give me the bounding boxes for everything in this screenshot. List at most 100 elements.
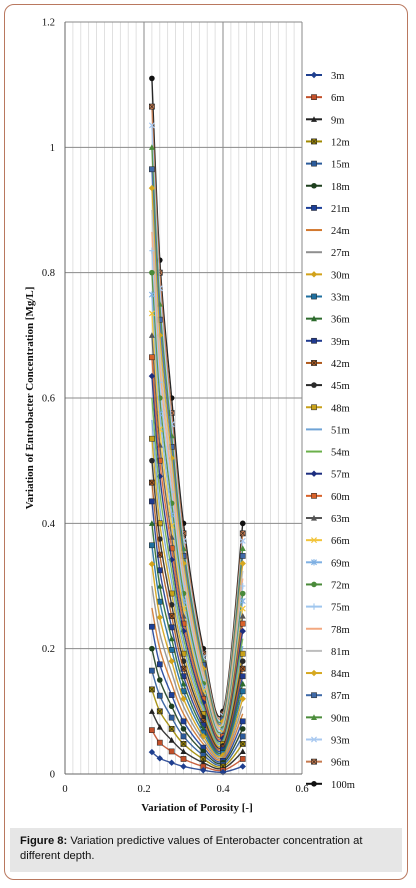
legend-label: 36m: [331, 315, 350, 326]
data-point: [239, 688, 246, 695]
legend-label: 51m: [331, 425, 350, 436]
data-point: [168, 725, 175, 732]
x-tick-label: 0.6: [295, 784, 308, 795]
legend-item: 15m: [306, 160, 350, 171]
data-point: [239, 620, 246, 627]
legend-item: 48m: [306, 403, 350, 414]
chart-legend: 3m 6m 9m 12m 15m 18m 21m 24m 27m 30m 33m 36m 39m 42m 4…: [306, 71, 355, 791]
data-point: [239, 530, 246, 537]
data-point: [239, 650, 246, 657]
data-point: [156, 614, 163, 621]
x-axis-title: Variation of Porosity [-]: [141, 802, 253, 814]
data-point: [180, 763, 187, 770]
legend-marker: [310, 271, 318, 278]
data-point: [148, 122, 155, 129]
data-point: [157, 677, 163, 683]
chart-axes: 0 0.2 0.4 0.6 0.8 1 1.2 0 0.2 0.4 0.6: [42, 18, 309, 796]
figure-caption: Figure 8: Variation predictive values of…: [10, 828, 402, 872]
legend-marker: [311, 182, 317, 189]
legend-item: 27m: [306, 248, 350, 259]
legend-marker: [311, 160, 317, 167]
legend-item: 60m: [306, 492, 350, 503]
data-point: [148, 310, 155, 317]
legend-label: 12m: [331, 137, 350, 148]
legend-marker: [311, 559, 317, 566]
data-point: [239, 763, 246, 770]
legend-label: 45m: [331, 381, 350, 392]
data-point: [149, 727, 155, 733]
x-tick-label: 0: [62, 784, 67, 795]
data-point: [156, 739, 163, 746]
legend-marker: [310, 537, 318, 544]
data-point: [239, 726, 246, 732]
legend-item: 39m: [306, 337, 350, 348]
legend-label: 100m: [331, 780, 355, 791]
legend-label: 3m: [331, 71, 344, 82]
y-tick-label: 0.4: [42, 519, 56, 530]
chart: 0 0.2 0.4 0.6 0.8 1 1.2 0 0.2 0.4 0.6 3m 6m 9m 12m 15m…: [24, 18, 355, 815]
y-tick-label: 0: [50, 770, 55, 781]
legend-item: 18m: [306, 182, 350, 193]
data-point: [239, 590, 246, 597]
data-point: [149, 269, 155, 276]
series-54m: [151, 397, 244, 744]
legend-label: 87m: [331, 691, 350, 702]
legend-label: 48m: [331, 403, 350, 414]
legend-marker: [311, 116, 317, 122]
legend-label: 60m: [331, 492, 350, 503]
data-point: [168, 556, 175, 563]
data-point: [148, 372, 156, 380]
data-point: [168, 692, 175, 698]
data-point: [239, 756, 246, 762]
legend-item: 87m: [306, 691, 350, 702]
legend-label: 9m: [331, 115, 344, 126]
legend-item: 6m: [306, 93, 344, 104]
legend-label: 30m: [331, 270, 350, 281]
data-point: [180, 733, 187, 740]
data-point: [180, 756, 187, 762]
legend-item: 30m: [306, 270, 350, 281]
legend-marker: [311, 138, 317, 145]
data-point: [239, 627, 246, 635]
legend-marker: [311, 315, 317, 322]
legend-item: 84m: [306, 669, 350, 680]
data-point: [168, 647, 175, 653]
data-point: [200, 733, 207, 740]
legend-label: 21m: [331, 204, 350, 215]
legend-item: 42m: [306, 359, 350, 370]
data-point: [239, 597, 246, 605]
data-point: [239, 560, 246, 567]
caption-text: Variation predictive values of Enterobac…: [20, 835, 363, 862]
data-point: [219, 752, 227, 759]
data-point: [149, 667, 155, 674]
data-point: [239, 695, 246, 702]
data-point: [148, 291, 155, 298]
data-point: [148, 560, 156, 568]
data-point: [219, 735, 227, 742]
legend-label: 72m: [331, 580, 350, 591]
data-point: [149, 686, 155, 693]
data-point: [180, 726, 187, 732]
data-point: [239, 545, 246, 551]
legend-label: 6m: [331, 93, 344, 104]
legend-item: 100m: [306, 780, 355, 791]
data-point: [168, 759, 175, 766]
data-point: [149, 645, 155, 652]
legend-item: 75m: [306, 603, 350, 614]
legend-item: 36m: [306, 315, 350, 326]
data-point: [149, 498, 155, 505]
legend-item: 96m: [306, 758, 350, 769]
series-42m: [149, 479, 246, 751]
legend-item: 9m: [306, 115, 344, 126]
y-tick-label: 0.6: [42, 394, 55, 405]
data-point: [149, 247, 155, 254]
data-point: [149, 623, 155, 630]
legend-label: 54m: [331, 448, 350, 459]
legend-item: 24m: [306, 226, 350, 237]
data-point: [156, 708, 163, 715]
data-point: [148, 708, 155, 714]
data-point: [156, 755, 163, 762]
y-axis-title: Variation of Entrobacter Concentration […: [24, 287, 36, 510]
legend-item: 33m: [306, 293, 350, 304]
legend-label: 27m: [331, 248, 350, 259]
